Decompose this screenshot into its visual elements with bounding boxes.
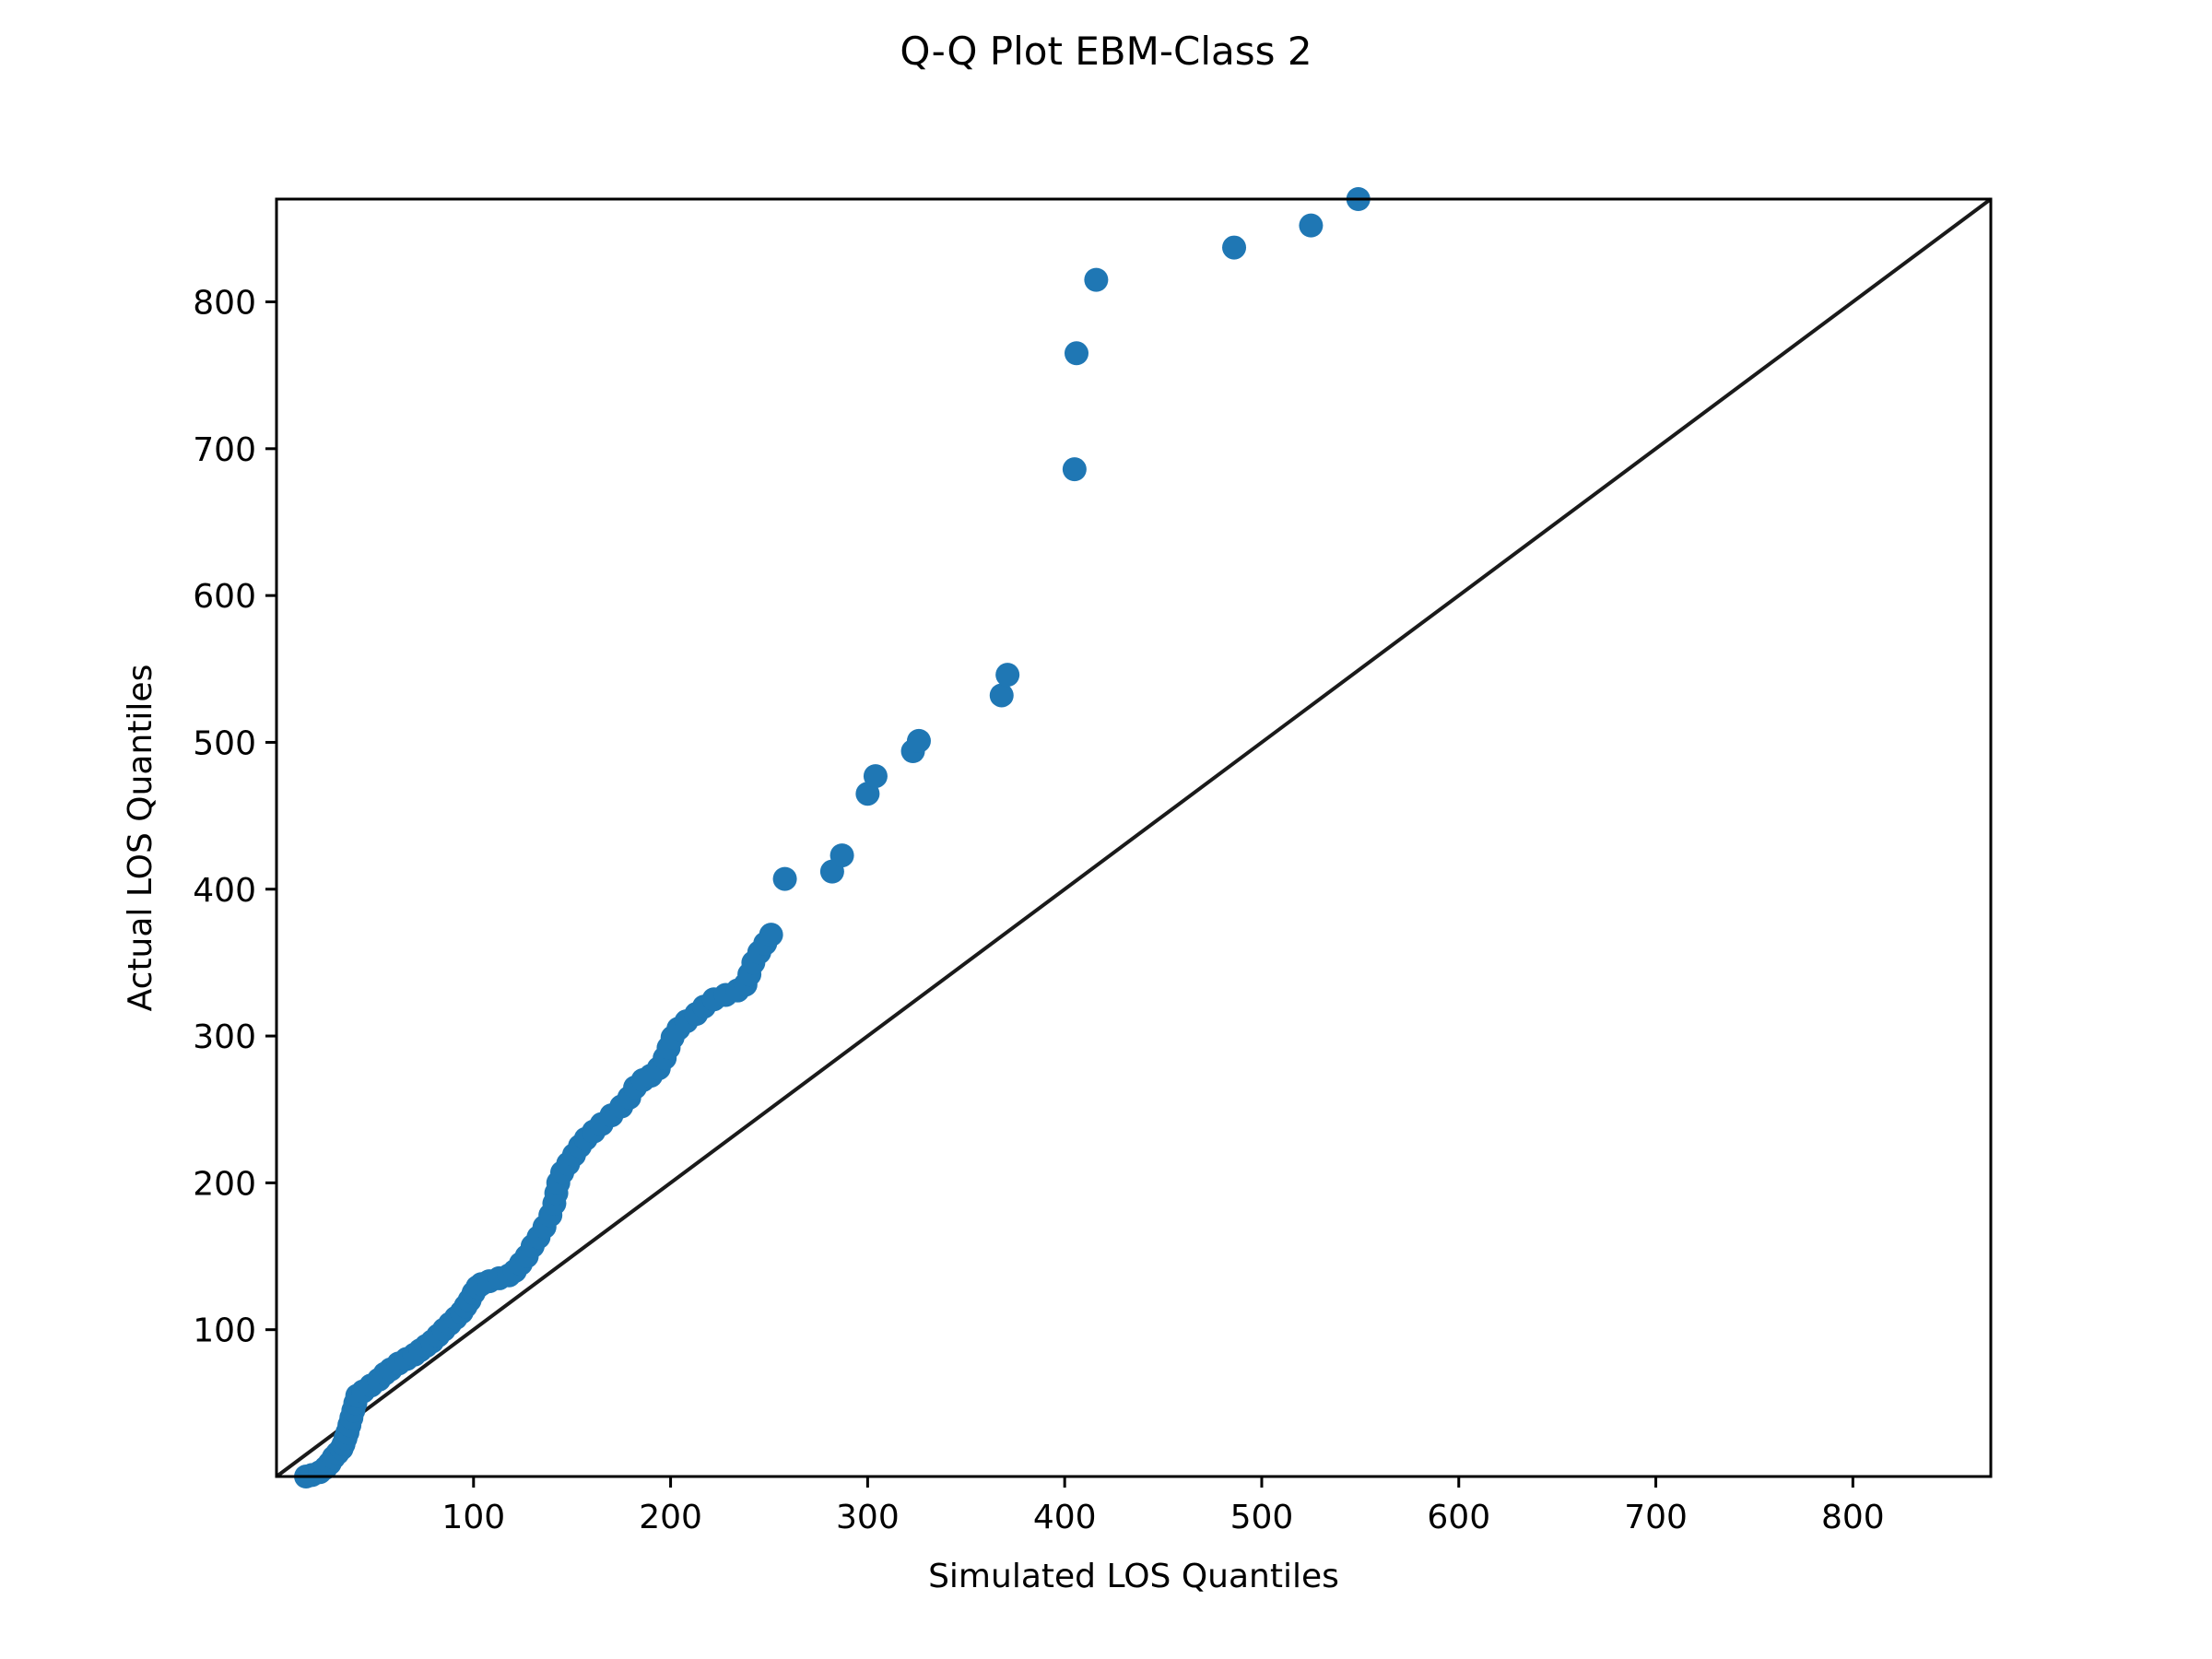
axes-frame	[275, 197, 1993, 1478]
data-point	[830, 843, 854, 868]
y-axis: 100 200 300 400 500 600 700 800	[193, 285, 276, 1350]
x-tick-label: 800	[1821, 1499, 1885, 1536]
y-tick-label: 100	[193, 1312, 256, 1350]
data-point	[989, 683, 1014, 708]
data-point	[772, 866, 797, 891]
plot-area	[275, 187, 1993, 1488]
y-tick-label: 800	[193, 285, 256, 323]
scatter-points	[294, 187, 1371, 1488]
data-point	[995, 663, 1020, 688]
x-axis-label: Simulated LOS Quantiles	[928, 1558, 1339, 1595]
x-tick-label: 400	[1033, 1499, 1097, 1536]
x-tick-label: 700	[1624, 1499, 1688, 1536]
data-point	[863, 764, 888, 789]
data-point	[759, 923, 783, 947]
data-point	[1222, 235, 1247, 260]
data-point	[1299, 213, 1324, 238]
y-axis-label: Actual LOS Quantiles	[122, 665, 159, 1012]
y-tick-label: 300	[193, 1018, 256, 1056]
y-tick-label: 200	[193, 1165, 256, 1203]
y-tick-label: 500	[193, 724, 256, 762]
data-point	[1062, 457, 1087, 482]
data-point	[1084, 267, 1109, 292]
chart-title: Q-Q Plot EBM-Class 2	[900, 29, 1312, 74]
x-tick-label: 200	[639, 1499, 702, 1536]
data-point	[906, 728, 931, 753]
x-axis: 100 200 300 400 500 600 700 800	[441, 1477, 1885, 1536]
reference-line	[275, 197, 1993, 1478]
x-tick-label: 100	[441, 1499, 505, 1536]
x-tick-label: 500	[1230, 1499, 1294, 1536]
y-tick-label: 400	[193, 872, 256, 910]
data-point	[1065, 341, 1088, 366]
y-tick-label: 600	[193, 578, 256, 616]
x-tick-label: 600	[1427, 1499, 1490, 1536]
y-tick-label: 700	[193, 431, 256, 469]
x-tick-label: 300	[836, 1499, 900, 1536]
